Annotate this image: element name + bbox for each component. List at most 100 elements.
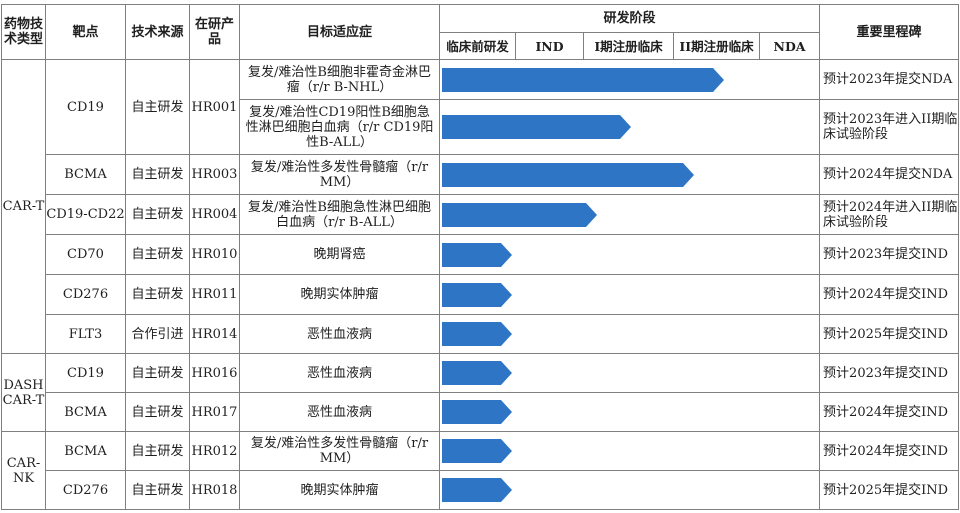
- progress-bar: [442, 439, 512, 463]
- product-code-cell: HR003: [189, 154, 240, 195]
- stage-track: [438, 314, 821, 354]
- milestone-cell: 预计2025年提交IND: [819, 314, 960, 354]
- product-code-cell: HR018: [189, 470, 240, 510]
- stage-header-phase-1: I期注册临床: [583, 32, 674, 60]
- milestone-cell: 预计2024年进入II期临床试验阶段: [819, 194, 960, 235]
- target-cell: CD276: [45, 274, 126, 315]
- stage-track: [438, 154, 821, 195]
- milestone-cell: 预计2024年提交IND: [819, 431, 960, 471]
- milestone-cell: 预计2024年提交NDA: [819, 154, 960, 195]
- header-product-code: 在研产品: [189, 4, 240, 60]
- progress-arrow: [442, 439, 512, 463]
- header-indication: 目标适应症: [239, 4, 440, 60]
- indication-cell: 恶性血液病: [239, 314, 440, 354]
- product-code-cell: HR011: [189, 274, 240, 315]
- target-cell: BCMA: [45, 392, 126, 432]
- target-cell: CD70: [45, 234, 126, 275]
- product-code-cell: HR016: [189, 353, 240, 393]
- product-code-cell: HR001: [189, 59, 240, 155]
- stage-track: [438, 59, 821, 100]
- product-code-cell: HR012: [189, 431, 240, 471]
- target-cell: BCMA: [45, 154, 126, 195]
- progress-bar: [442, 400, 512, 424]
- progress-bar: [442, 361, 512, 385]
- source-cell: 自主研发: [125, 431, 190, 471]
- product-code-cell: HR014: [189, 314, 240, 354]
- progress-arrow: [442, 67, 724, 92]
- table-row: FLT3 合作引进 HR014 恶性血液病 预计2025年提交IND: [2, 314, 960, 354]
- progress-arrow-shape: [442, 242, 512, 267]
- stage-track: [438, 99, 821, 155]
- progress-bar: [442, 115, 631, 139]
- indication-cell: 复发/难治性B细胞急性淋巴细胞白血病（r/r B-ALL）: [239, 194, 440, 235]
- source-cell: 自主研发: [125, 194, 190, 235]
- table-row: CAR-NK BCMA 自主研发 HR012 复发/难治性多发性骨髓瘤（r/r …: [1, 431, 960, 510]
- milestone-cell: 预计2023年提交IND: [819, 234, 960, 275]
- progress-bar: [442, 282, 512, 307]
- milestone-cell: 预计2023年进入II期临床试验阶段: [819, 99, 960, 155]
- source-cell: 自主研发: [125, 234, 190, 275]
- target-cell: CD276: [45, 470, 126, 510]
- indication-cell: 恶性血液病: [239, 392, 440, 432]
- target-cell: CD19: [45, 59, 126, 155]
- indication-cell: 复发/难治性多发性骨髓瘤（r/r MM）: [239, 431, 440, 471]
- source-cell: 合作引进: [125, 314, 190, 354]
- progress-bar: [442, 478, 512, 502]
- stage-track: [438, 392, 821, 432]
- header-drug-type: 药物技术类型: [1, 4, 46, 60]
- target-cell: CD19: [45, 353, 126, 393]
- indication-cell: 复发/难治性多发性骨髓瘤（r/r MM）: [239, 154, 440, 195]
- header-source: 技术来源: [125, 4, 190, 60]
- progress-bar: [442, 67, 724, 92]
- indication-cell: 晚期实体肿瘤: [239, 274, 440, 315]
- indication-cell: 晚期实体肿瘤: [239, 470, 440, 510]
- stage-track: [438, 431, 821, 471]
- progress-arrow-shape: [442, 202, 597, 227]
- progress-arrow-shape: [442, 400, 512, 424]
- table-row: 复发/难治性CD19阳性B细胞急性淋巴细胞白血病（r/r CD19阳性B-ALL…: [2, 99, 960, 155]
- progress-arrow-shape: [442, 322, 512, 346]
- drug-type-cell: DASH CAR-T: [1, 353, 46, 432]
- progress-arrow: [442, 115, 631, 139]
- target-cell: CD19-CD22: [45, 194, 126, 235]
- progress-arrow: [442, 282, 512, 307]
- progress-bar: [442, 162, 694, 187]
- table-row: CAR-T CD19 自主研发 HR001 复发/难治性B细胞非霍奇金淋巴瘤（r…: [1, 59, 960, 354]
- milestone-cell: 预计2025年提交IND: [819, 470, 960, 510]
- source-cell: 自主研发: [125, 154, 190, 195]
- product-code-cell: HR010: [189, 234, 240, 275]
- drug-type-cell: CAR-NK: [1, 431, 46, 510]
- progress-arrow-shape: [442, 282, 512, 307]
- progress-arrow: [442, 242, 512, 267]
- indication-cell: 恶性血液病: [239, 353, 440, 393]
- progress-arrow-shape: [442, 162, 694, 187]
- indication-cell: 复发/难治性B细胞非霍奇金淋巴瘤（r/r B-NHL）: [239, 59, 440, 100]
- table-row: BCMA 自主研发 HR003 复发/难治性多发性骨髓瘤（r/r MM） 预计2…: [2, 154, 960, 195]
- table-row: BCMA 自主研发 HR017 恶性血液病 预计2024年提交IND: [2, 392, 960, 432]
- header-target: 靶点: [45, 4, 126, 60]
- table-row: CD70 自主研发 HR010 晚期肾癌 预计2023年提交IND: [2, 234, 960, 275]
- progress-arrow-shape: [442, 478, 512, 502]
- source-cell: 自主研发: [125, 353, 190, 393]
- progress-arrow: [442, 361, 512, 385]
- stage-header-phase-2: II期注册临床: [673, 32, 760, 60]
- milestone-cell: 预计2023年提交NDA: [819, 59, 960, 100]
- progress-bar: [442, 322, 512, 346]
- milestone-cell: 预计2024年提交IND: [819, 274, 960, 315]
- progress-arrow-shape: [442, 67, 724, 92]
- stage-track: [438, 274, 821, 315]
- drug-type-cell: CAR-T: [1, 59, 46, 354]
- indication-cell: 晚期肾癌: [239, 234, 440, 275]
- target-cell: BCMA: [45, 431, 126, 471]
- source-cell: 自主研发: [125, 59, 190, 155]
- header-stage-group: 研发阶段: [438, 4, 821, 33]
- milestone-cell: 预计2023年提交IND: [819, 353, 960, 393]
- table-row: DASH CAR-T CD19 自主研发 HR016 恶性血液病 预计2023年…: [1, 353, 960, 432]
- stage-track: [438, 234, 821, 275]
- source-cell: 自主研发: [125, 274, 190, 315]
- indication-cell: 复发/难治性CD19阳性B细胞急性淋巴细胞白血病（r/r CD19阳性B-ALL…: [239, 99, 440, 155]
- pipeline-table: 药物技术类型 靶点 技术来源 在研产品 目标适应症 研发阶段 重要里程碑 临床前…: [1, 4, 960, 510]
- milestone-cell: 预计2024年提交IND: [819, 392, 960, 432]
- table-row: CD19-CD22 自主研发 HR004 复发/难治性B细胞急性淋巴细胞白血病（…: [2, 194, 960, 235]
